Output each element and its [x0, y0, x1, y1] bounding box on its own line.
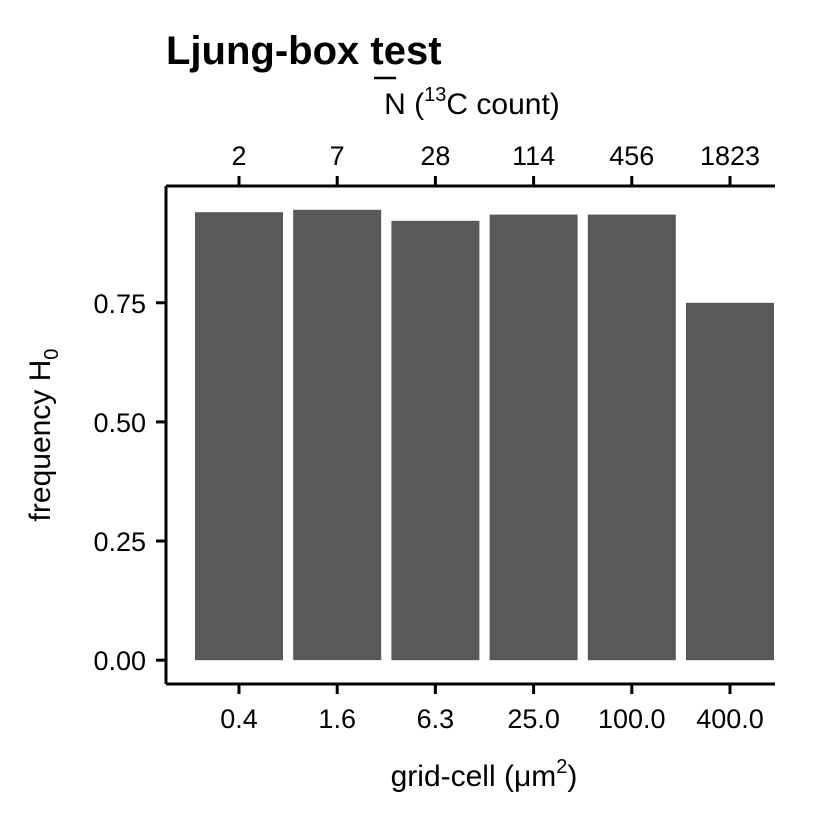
top-tick-label: 114	[512, 141, 555, 171]
bar-100.0	[587, 214, 676, 661]
y-tick-label: 0.00	[93, 646, 146, 676]
top-tick-label: 1823	[700, 141, 760, 171]
secondary-axis-title-sup: 13	[424, 84, 446, 106]
secondary-axis-title-tail: C count)	[446, 88, 559, 121]
secondary-axis-title-overline: N	[384, 88, 406, 121]
x-axis-title-sup: 2	[556, 756, 567, 778]
x-axis-title: grid-cell (μm2)	[391, 756, 578, 793]
axes-layer	[164, 184, 775, 686]
bar-6.3	[391, 220, 480, 661]
x-tick-label: 1.6	[318, 704, 356, 734]
ticks-layer: 0.4 1.6 6.3 25.0 100.0 400.0 2 7 28 114 456 1823 0.0…	[93, 141, 763, 734]
x-tick-label: 6.3	[417, 704, 455, 734]
secondary-axis-title: N (13C count)	[384, 84, 560, 121]
y-axis-title-main: frequency H	[24, 360, 57, 522]
top-tick-label: 2	[231, 141, 246, 171]
secondary-axis-title-pre: (	[406, 88, 424, 121]
bar-25.0	[489, 214, 578, 661]
bars-layer	[195, 209, 774, 661]
y-tick-label: 0.50	[93, 408, 146, 438]
y-tick-label: 0.25	[93, 527, 146, 557]
bar-0.4	[195, 212, 283, 661]
x-axis-title-tail: )	[567, 760, 577, 793]
x-axis-title-main: grid-cell (μm	[391, 760, 557, 793]
x-tick-label: 100.0	[598, 704, 666, 734]
top-tick-label: 456	[609, 141, 654, 171]
top-tick-label: 7	[330, 141, 345, 171]
top-tick-label: 28	[420, 141, 450, 171]
y-axis-title-sub: 0	[41, 349, 63, 360]
x-tick-label: 400.0	[696, 704, 764, 734]
chart-title: Ljung-box test	[166, 29, 442, 73]
x-tick-label: 0.4	[220, 704, 258, 734]
bar-1.6	[293, 209, 382, 661]
bar-400.0	[686, 302, 774, 661]
x-tick-label: 25.0	[507, 704, 560, 734]
y-axis-title: frequency H0	[24, 349, 63, 522]
y-tick-label: 0.75	[93, 289, 146, 319]
